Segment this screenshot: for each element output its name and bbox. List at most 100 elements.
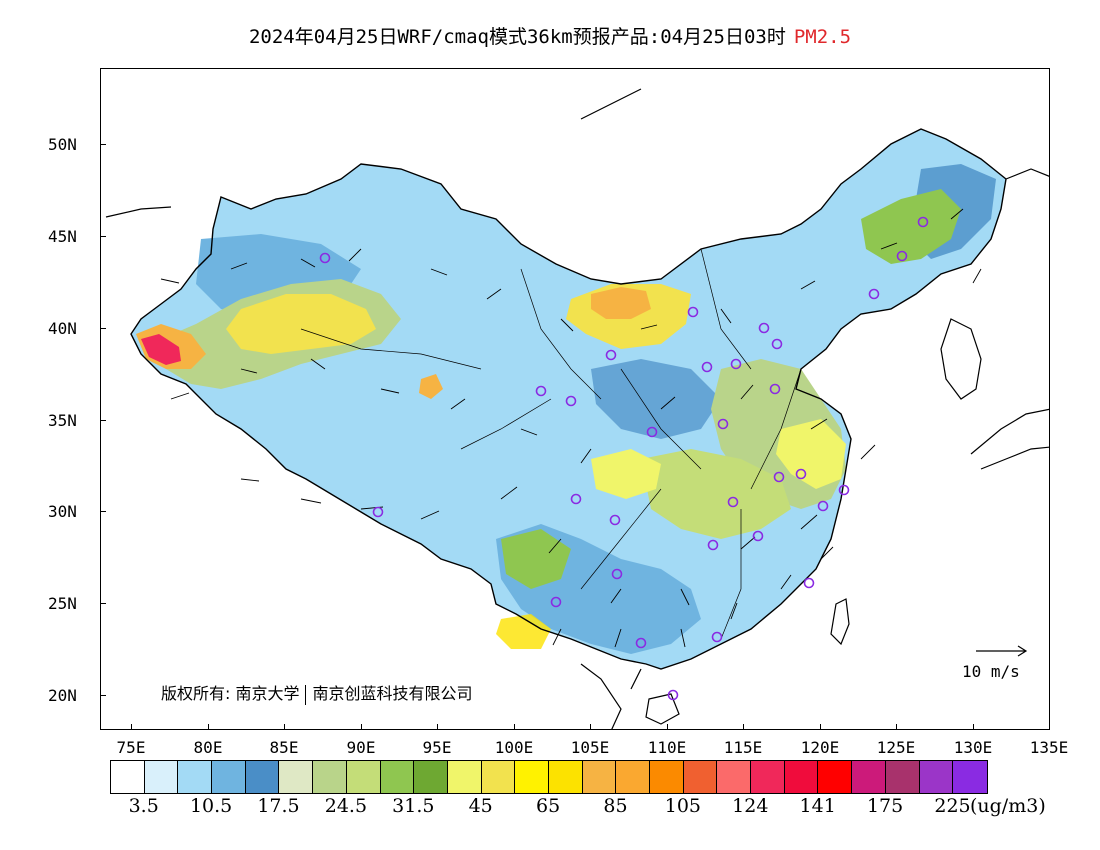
lon-label-130e: 130E: [953, 738, 993, 757]
coastline-japan: [970, 408, 1049, 470]
field-green-northeast: [861, 189, 961, 264]
lat-label-20n: 20N: [48, 686, 77, 705]
coastline-china: [130, 128, 1007, 670]
legend-swatch: [919, 761, 954, 793]
legend-tick-label: 31.5: [392, 795, 435, 817]
legend-tick-label: 105: [664, 795, 702, 817]
field-red-west: [141, 334, 181, 365]
legend-swatch: [313, 761, 347, 793]
lat-label-40n: 40N: [48, 319, 77, 338]
legend-tick-label: 141: [799, 795, 836, 817]
lon-tick: [973, 724, 974, 730]
legend-tick-label: 3.5: [128, 795, 159, 817]
legend-swatch: [178, 761, 213, 793]
copyright-owner: 版权所有: 南京大学: [161, 684, 300, 703]
legend-swatch: [582, 761, 617, 793]
lon-tick: [590, 724, 591, 730]
lon-label-135e: 135E: [1029, 738, 1069, 757]
legend-swatch: [144, 761, 179, 793]
legend-swatch: [717, 761, 752, 793]
lon-tick: [284, 724, 285, 730]
legend-swatch: [548, 761, 583, 793]
legend-tick-label: 124: [732, 795, 769, 817]
lat-tick: [100, 144, 106, 145]
lon-label-100e: 100E: [494, 738, 534, 757]
lon-label-110e: 110E: [647, 738, 687, 757]
coastline-indochina: [580, 663, 642, 729]
field-blue-dark-central: [591, 359, 721, 439]
legend-tick-label: 65: [536, 795, 561, 817]
legend-swatch: [885, 761, 920, 793]
lon-label-105e: 105E: [570, 738, 610, 757]
title-pollutant: PM2.5: [793, 26, 852, 48]
legend-swatch: [953, 761, 987, 793]
lon-tick: [437, 724, 438, 730]
lat-label-35n: 35N: [48, 411, 77, 430]
legend-swatch: [650, 761, 684, 793]
internal-borders: [300, 248, 802, 640]
legend-swatch: [414, 761, 448, 793]
coastline-hainan: [645, 693, 680, 725]
map-area[interactable]: [100, 68, 1050, 730]
wind-vectors: [160, 208, 982, 648]
lon-label-120e: 120E: [800, 738, 840, 757]
legend-tick-label: 85: [603, 795, 628, 817]
lat-label-30n: 30N: [48, 502, 77, 521]
lat-label-45n: 45N: [48, 227, 77, 246]
legend-swatch: [447, 761, 482, 793]
lat-tick: [100, 511, 106, 512]
legend-swatch: [616, 761, 650, 793]
field-yellow-south: [496, 614, 551, 649]
field-yellow-taklamakan: [226, 294, 376, 354]
coastline-russia-coast: [580, 88, 1049, 180]
field-green-central: [641, 449, 791, 539]
legend-tick-label: 175: [866, 795, 904, 817]
legend-swatch: [245, 761, 280, 793]
field-orange-qinghai: [419, 374, 443, 399]
lat-tick: [100, 236, 106, 237]
lon-label-125e: 125E: [876, 738, 916, 757]
lon-label-115e: 115E: [723, 738, 763, 757]
reference-vector-arrow: [976, 645, 1028, 657]
lat-tick: [100, 328, 106, 329]
lat-tick: [100, 695, 106, 696]
legend-tick-label: 45: [468, 795, 493, 817]
lat-tick: [100, 420, 106, 421]
copyright-company: 南京创蓝科技有限公司: [312, 684, 473, 703]
legend-swatch: [818, 761, 853, 793]
lon-tick: [667, 724, 668, 730]
legend-tick-label: 225: [934, 795, 971, 817]
lon-tick: [361, 724, 362, 730]
legend-swatch: [481, 761, 516, 793]
legend-swatch: [380, 761, 415, 793]
legend-swatch: [212, 761, 246, 793]
lat-label-50n: 50N: [48, 135, 77, 154]
field-orange-innermongolia: [591, 287, 651, 319]
coastline-taiwan: [830, 598, 850, 646]
title-main: 2024年04月25日WRF/cmaq模式36km预报产品:04月25日03时: [248, 26, 786, 48]
lon-label-75e: 75E: [116, 738, 146, 757]
legend-swatch: [346, 761, 381, 793]
legend-unit: (ug/m3): [970, 795, 1046, 817]
field-yellow-east: [776, 419, 846, 489]
legend-swatch: [515, 761, 549, 793]
lon-tick: [820, 724, 821, 730]
legend-tick-label: 17.5: [257, 795, 300, 817]
lon-label-95e: 95E: [422, 738, 452, 757]
legend-swatch: [279, 761, 314, 793]
coastline-kazakh: [105, 206, 172, 218]
lat-label-25n: 25N: [48, 594, 77, 613]
map-title: 2024年04月25日WRF/cmaq模式36km预报产品:04月25日03时 P…: [0, 22, 1100, 49]
field-green-southwest: [501, 529, 571, 589]
legend-tick-label: 10.5: [189, 795, 233, 817]
legend-swatch: [751, 761, 785, 793]
legend-swatch: [784, 761, 819, 793]
copyright-text: 版权所有: 南京大学 南京创蓝科技有限公司: [161, 680, 473, 705]
lon-tick: [896, 724, 897, 730]
reference-vector-label: 10 m/s: [962, 662, 1020, 681]
lon-label-80e: 80E: [193, 738, 223, 757]
lon-tick: [131, 724, 132, 730]
legend-swatch: [111, 761, 145, 793]
lon-tick: [208, 724, 209, 730]
map-canvas: [105, 88, 1049, 729]
